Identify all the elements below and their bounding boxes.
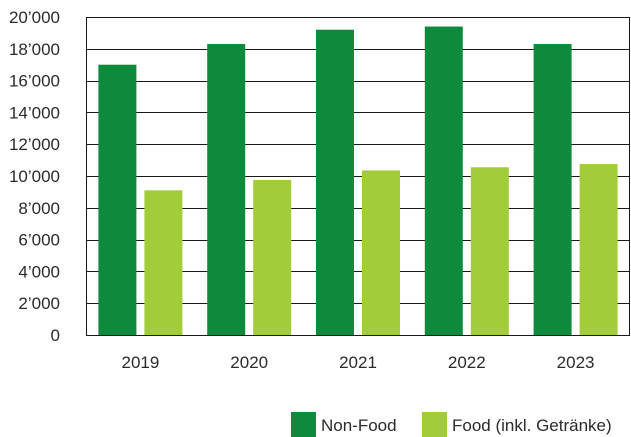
y-tick-label: 4’000 — [18, 262, 60, 281]
bar-food-2019 — [144, 190, 183, 335]
bar-food-2021 — [362, 170, 400, 335]
y-tick-label: 6’000 — [18, 231, 60, 250]
y-tick-label: 2’000 — [18, 294, 60, 313]
y-tick-label: 12’000 — [9, 135, 60, 154]
y-tick-label: 8’000 — [18, 199, 60, 218]
bar-non-food-2019 — [98, 64, 137, 335]
legend-swatch-food — [422, 412, 447, 437]
x-tick-label: 2019 — [121, 353, 159, 372]
x-tick-label: 2020 — [230, 353, 268, 372]
bar-non-food-2020 — [207, 44, 246, 335]
y-tick-label: 18’000 — [9, 40, 60, 59]
y-tick-label: 14’000 — [9, 103, 60, 122]
y-tick-label: 10’000 — [9, 167, 60, 186]
bar-food-2022 — [470, 167, 509, 335]
bar-food-2023 — [579, 164, 618, 335]
x-tick-label: 2022 — [448, 353, 486, 372]
legend: Non-Food Food (inkl. Getränke) — [291, 412, 612, 437]
legend-label-food: Food (inkl. Getränke) — [452, 416, 612, 435]
y-tick-label: 0 — [51, 326, 60, 345]
legend-swatch-non-food — [291, 412, 316, 437]
bar-non-food-2023 — [533, 44, 572, 335]
y-tick-label: 20’000 — [9, 8, 60, 27]
y-axis-ticks: 0 2’000 4’000 6’000 8’000 10’000 12’000 14’000 1… — [9, 8, 60, 345]
x-axis-ticks: 2019 2020 2021 2022 2023 — [121, 353, 594, 372]
bar-non-food-2022 — [424, 26, 463, 335]
x-tick-label: 2023 — [557, 353, 595, 372]
legend-label-non-food: Non-Food — [321, 416, 397, 435]
bar-food-2020 — [253, 179, 292, 335]
bars — [98, 26, 618, 335]
plot-frame — [86, 17, 630, 335]
x-tick-label: 2021 — [339, 353, 377, 372]
y-tick-label: 16’000 — [9, 72, 60, 91]
bar-non-food-2021 — [316, 29, 354, 335]
